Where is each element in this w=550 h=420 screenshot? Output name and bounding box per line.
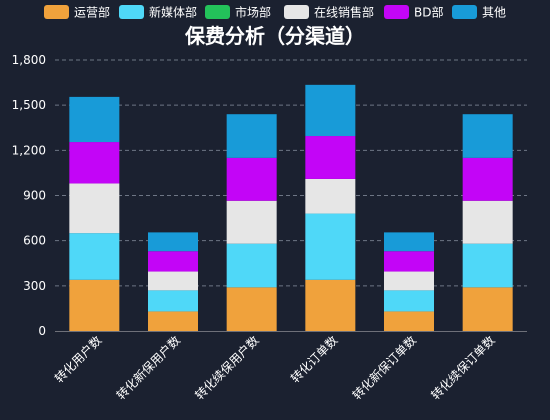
bar-segment[interactable] (305, 84, 356, 137)
y-tick-label: 1,200 (12, 143, 46, 157)
bar-segment[interactable] (226, 243, 277, 288)
legend-swatch (119, 5, 144, 19)
legend-swatch (284, 5, 309, 19)
bar-segment[interactable] (305, 213, 356, 280)
y-axis: 0 300 600 900 1,200 1,500 1,800 (12, 53, 46, 338)
x-tick-label: 转化新保用户数 (113, 333, 183, 403)
x-tick-label: 转化订单数 (287, 333, 340, 386)
legend-swatch (44, 5, 69, 19)
legend-item[interactable]: 运营部 (44, 5, 110, 20)
y-tick-label: 900 (23, 189, 46, 203)
y-tick-label: 300 (23, 279, 46, 293)
legend-item[interactable]: 其他 (452, 5, 506, 20)
legend-label: 其他 (482, 6, 506, 20)
bar-segment[interactable] (462, 114, 513, 158)
y-tick-label: 600 (23, 234, 46, 248)
bar-segment[interactable] (384, 232, 434, 252)
bar-segment[interactable] (148, 232, 198, 252)
bar-segment[interactable] (384, 271, 434, 291)
bar-segment[interactable] (226, 287, 277, 331)
chart-title: 保费分析（分渠道） (184, 24, 365, 48)
bar-segment[interactable] (462, 157, 513, 201)
bars[interactable] (69, 84, 513, 331)
legend-swatch (384, 5, 409, 19)
legend-item[interactable]: BD部 (384, 5, 443, 20)
bar-stack[interactable] (226, 114, 277, 331)
bar-stack[interactable] (384, 232, 434, 331)
bar-segment[interactable] (148, 290, 198, 312)
bar-segment[interactable] (462, 287, 513, 331)
bar-segment[interactable] (226, 157, 277, 201)
bar-segment[interactable] (384, 251, 434, 272)
bar-segment[interactable] (226, 114, 277, 158)
legend-swatch (452, 5, 477, 19)
y-tick-label: 0 (38, 324, 46, 338)
bar-segment[interactable] (305, 178, 356, 214)
legend-swatch (205, 5, 230, 19)
x-axis: 转化用户数 转化新保用户数 转化续保用户数 转化订单数 转化新保订单数 转化续保订单数 (51, 333, 497, 403)
legend-item[interactable]: 市场部 (205, 5, 271, 20)
legend-label: 新媒体部 (149, 5, 197, 20)
legend[interactable]: 运营部 新媒体部 市场部 在线销售部 BD部 其他 (44, 5, 506, 20)
grid (55, 59, 527, 287)
legend-label: BD部 (414, 5, 443, 20)
bar-segment[interactable] (384, 290, 434, 312)
bar-segment[interactable] (69, 279, 120, 331)
bar-segment[interactable] (462, 200, 513, 244)
x-tick-label: 转化用户数 (51, 333, 104, 386)
x-tick-label: 转化续保用户数 (192, 333, 262, 403)
y-tick-label: 1,500 (12, 98, 46, 112)
bar-stack[interactable] (69, 96, 120, 331)
x-tick-label: 转化续保订单数 (428, 333, 498, 403)
legend-item[interactable]: 在线销售部 (284, 5, 374, 20)
bar-segment[interactable] (384, 311, 434, 331)
bar-segment[interactable] (148, 311, 198, 331)
x-tick-label: 转化新保订单数 (349, 333, 419, 403)
bar-segment[interactable] (148, 251, 198, 272)
bar-segment[interactable] (69, 183, 120, 234)
legend-label: 市场部 (235, 5, 271, 20)
bar-stack[interactable] (305, 84, 356, 331)
bar-stack[interactable] (148, 232, 198, 331)
legend-label: 运营部 (74, 5, 110, 20)
bar-segment[interactable] (69, 233, 120, 280)
legend-item[interactable]: 新媒体部 (119, 5, 197, 20)
bar-segment[interactable] (69, 96, 120, 143)
bar-stack[interactable] (462, 114, 513, 331)
bar-segment[interactable] (226, 200, 277, 244)
bar-segment[interactable] (462, 243, 513, 288)
bar-segment[interactable] (305, 279, 356, 331)
bar-segment[interactable] (69, 142, 120, 184)
bar-segment[interactable] (148, 271, 198, 291)
y-tick-label: 1,800 (12, 53, 46, 67)
bar-segment[interactable] (305, 136, 356, 179)
legend-label: 在线销售部 (314, 5, 374, 20)
